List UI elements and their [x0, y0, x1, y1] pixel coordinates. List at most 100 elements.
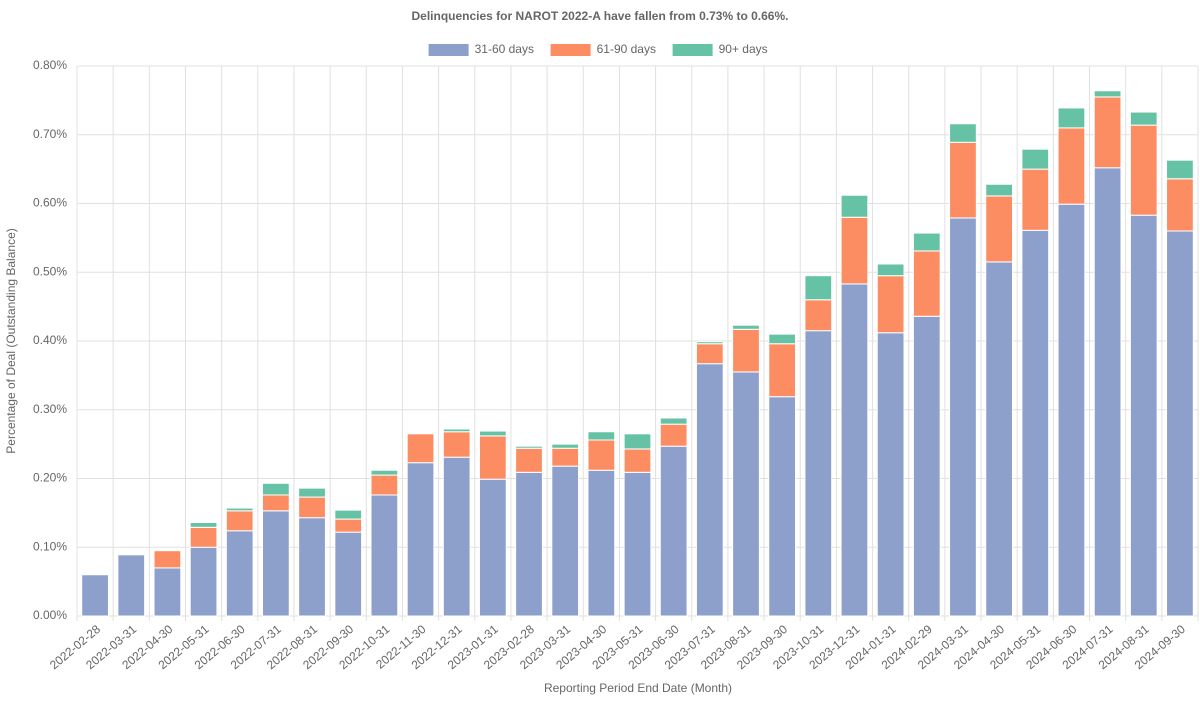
bar-segment — [768, 333, 797, 345]
y-tick-label: 0.60% — [33, 196, 67, 210]
x-axis-label: Reporting Period End Date (Month) — [544, 681, 732, 695]
bar-segment — [189, 522, 218, 528]
bar-segment — [768, 343, 797, 398]
bar-segment — [659, 423, 688, 447]
bar-segment — [551, 447, 580, 467]
bar-segment — [876, 275, 905, 334]
bar-segment — [478, 435, 507, 480]
bar-segment — [370, 469, 399, 476]
bar-segment — [153, 567, 182, 617]
bar-segment — [298, 517, 326, 617]
bar-segment — [1093, 96, 1122, 169]
y-tick-label: 0.80% — [33, 58, 67, 72]
bar-segment — [695, 341, 724, 345]
bar-segment — [334, 531, 363, 617]
legend-label: 31-60 days — [475, 42, 534, 56]
bar-segment — [442, 456, 471, 617]
bar-segment — [985, 195, 1013, 263]
bar-segment — [515, 447, 543, 473]
bar-segment — [659, 445, 688, 617]
y-axis-label: Percentage of Deal (Outstanding Balance) — [4, 228, 18, 453]
bar-segment — [478, 478, 507, 617]
bar-segment — [912, 250, 941, 317]
y-tick-label: 0.10% — [33, 539, 67, 553]
legend-swatch — [672, 44, 713, 56]
bar-segment — [912, 232, 941, 252]
bar-segment — [370, 494, 399, 617]
bar-segment — [587, 469, 616, 617]
bar-segment — [1057, 127, 1086, 205]
bar-segment — [442, 431, 471, 458]
bar-segment — [153, 550, 182, 569]
y-tick-label: 0.70% — [33, 127, 67, 141]
y-tick-label: 0.30% — [33, 402, 67, 416]
bar-segment — [623, 448, 652, 473]
bar-segment — [768, 396, 797, 617]
bar-segment — [587, 431, 616, 441]
bar-segment — [262, 494, 290, 512]
bar-segment — [985, 261, 1013, 617]
y-tick-label: 0.40% — [33, 333, 67, 347]
bar-segment — [1166, 230, 1194, 617]
bar-segment — [225, 510, 254, 532]
bar-segment — [1166, 159, 1194, 180]
bar-segment — [732, 371, 760, 617]
bar-segment — [81, 574, 109, 617]
bar-segment — [804, 299, 833, 332]
bar-segment — [1021, 148, 1050, 170]
bar-segment — [406, 462, 435, 617]
bar-segment — [876, 332, 905, 617]
legend-label: 61-90 days — [597, 42, 656, 56]
bar-segment — [732, 324, 760, 330]
bar-segment — [406, 433, 435, 464]
bar-segment — [225, 530, 254, 617]
bar-segment — [1093, 90, 1122, 98]
bar-segment — [804, 330, 833, 617]
bar-segment — [551, 443, 580, 449]
bar-segment — [949, 123, 977, 143]
bar-segment — [189, 546, 218, 617]
bar-segment — [262, 510, 290, 617]
bar-segment — [1057, 203, 1086, 617]
y-tick-label: 0.50% — [33, 264, 67, 278]
bar-segment — [623, 471, 652, 617]
bar-segment — [262, 482, 290, 496]
bar-segment — [732, 328, 760, 373]
bar-segment — [117, 554, 146, 617]
bar-segment — [551, 465, 580, 617]
bar-segment — [1057, 107, 1086, 129]
bar-segment — [370, 474, 399, 496]
bar-segment — [659, 417, 688, 425]
bar-segment — [912, 315, 941, 617]
y-tick-label: 0.00% — [33, 608, 67, 622]
bar-segment — [1021, 168, 1050, 231]
legend-swatch — [550, 44, 591, 56]
bar-segment — [876, 263, 905, 277]
bar-segment — [515, 445, 543, 449]
bar-segment — [1129, 214, 1158, 617]
bar-segment — [225, 507, 254, 512]
bar-segment — [442, 428, 471, 433]
bar-segment — [1129, 124, 1158, 216]
bar-segment — [840, 216, 869, 285]
bar-segment — [840, 194, 869, 218]
bar-segment — [949, 217, 977, 617]
bar-segment — [695, 343, 724, 365]
bar-segment — [587, 439, 616, 471]
bar-segment — [1166, 178, 1194, 232]
bar-segment — [189, 526, 218, 548]
bar-segment — [334, 509, 363, 520]
bar-segment — [840, 283, 869, 617]
bar-segment — [1021, 229, 1050, 617]
bar-segment — [804, 275, 833, 301]
bar-segment — [695, 363, 724, 617]
bar-segment — [298, 496, 326, 519]
chart-title: Delinquencies for NAROT 2022-A have fall… — [411, 9, 788, 23]
bar-segment — [623, 433, 652, 450]
bar-segment — [949, 141, 977, 219]
legend-label: 90+ days — [719, 42, 768, 56]
bar-segment — [1129, 111, 1158, 126]
bar-segment — [334, 518, 363, 533]
legend-swatch — [428, 44, 469, 56]
